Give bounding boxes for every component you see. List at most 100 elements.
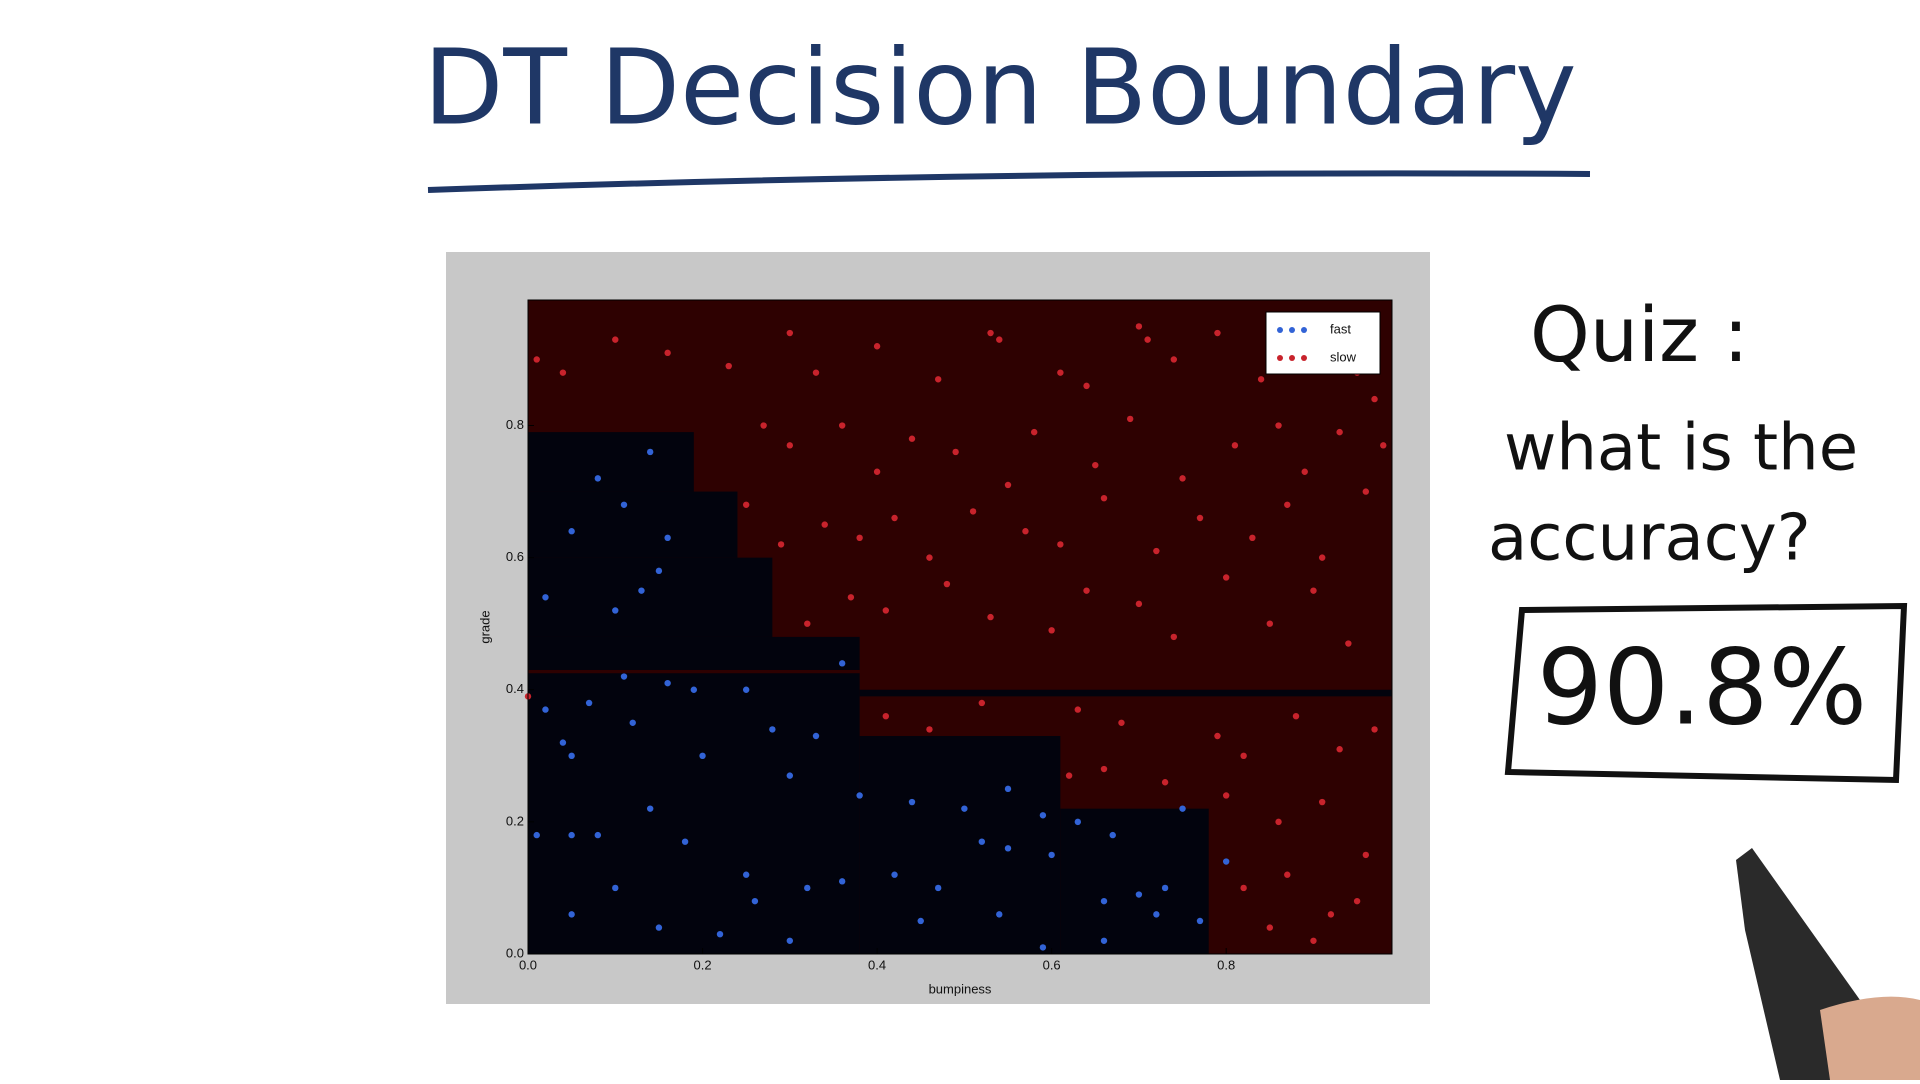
data-point: [969, 508, 977, 515]
data-point: [1275, 422, 1282, 429]
data-point: [533, 831, 540, 839]
data-point: [1022, 528, 1029, 535]
title-underline: [427, 170, 1591, 193]
data-point: [716, 930, 724, 938]
data-point: [1353, 897, 1361, 905]
x-tick-label: 0.6: [1043, 957, 1061, 972]
legend-box: [1265, 311, 1381, 375]
data-point: [1266, 620, 1274, 627]
data-point: [1135, 600, 1143, 608]
data-point: [1284, 871, 1291, 878]
data-point: [812, 369, 820, 376]
quiz-answer: 90.8%: [1537, 626, 1867, 748]
decision-region: [1060, 808, 1209, 954]
data-point: [812, 732, 820, 740]
data-point: [1100, 765, 1108, 773]
data-point: [1135, 891, 1143, 898]
quiz-line: what is the: [1504, 412, 1858, 486]
data-point: [1074, 818, 1082, 826]
data-point: [926, 554, 933, 561]
data-point: [1100, 937, 1108, 944]
data-point: [891, 514, 898, 522]
decision-region: [859, 689, 1392, 697]
data-point: [533, 356, 540, 363]
quiz-line: accuracy?: [1488, 502, 1811, 576]
data-point: [1371, 726, 1378, 733]
data-point: [620, 673, 628, 680]
data-point: [1336, 428, 1343, 436]
x-tick-label: 0.2: [694, 957, 712, 972]
decision-region: [528, 491, 738, 558]
data-point: [1135, 323, 1143, 330]
data-point: [612, 607, 619, 614]
data-point: [638, 587, 645, 594]
data-point: [1214, 732, 1221, 740]
decision-region: [528, 432, 694, 492]
plot: 0.0 0.2 0.4 0.6 0.8 0.0 0.2 0.4 0.6 0.8 bumpiness g…: [477, 299, 1393, 996]
y-tick-label: 0.6: [506, 549, 524, 564]
y-tick-label: 0.2: [506, 813, 524, 828]
data-point: [742, 871, 750, 878]
data-point: [1327, 911, 1335, 918]
decision-region: [859, 736, 1061, 954]
data-point: [1257, 376, 1265, 383]
data-point: [1109, 831, 1116, 839]
y-tick-label: 0.0: [506, 945, 524, 960]
data-point: [856, 792, 863, 799]
y-axis-label: grade: [477, 610, 492, 643]
data-point: [1153, 911, 1160, 918]
slide-title: DT Decision Boundary: [423, 26, 1576, 148]
data-point: [1065, 772, 1073, 779]
legend-marker: [1301, 327, 1307, 333]
data-point: [1057, 541, 1064, 548]
data-point: [978, 699, 986, 707]
data-point: [1222, 792, 1230, 799]
legend-label: slow: [1330, 349, 1357, 364]
decision-region: [528, 673, 860, 954]
data-point: [873, 343, 881, 350]
data-point: [760, 422, 767, 429]
data-point: [664, 534, 671, 542]
data-point: [961, 805, 968, 812]
data-point: [952, 448, 959, 456]
data-point: [1004, 845, 1012, 852]
data-point: [908, 798, 916, 806]
data-point: [1100, 494, 1108, 502]
data-point: [1275, 818, 1282, 826]
data-point: [1118, 719, 1125, 726]
data-point: [1048, 851, 1055, 859]
data-point: [1240, 752, 1247, 760]
data-point: [943, 580, 951, 588]
data-point: [542, 706, 549, 713]
y-tick-label: 0.8: [506, 417, 524, 432]
data-point: [655, 567, 663, 575]
data-point: [786, 937, 794, 944]
quiz-line: Quiz :: [1530, 290, 1749, 379]
legend-marker: [1277, 327, 1283, 333]
data-point: [699, 752, 706, 760]
data-point: [585, 699, 593, 707]
data-point: [1336, 746, 1343, 753]
data-point: [1266, 924, 1274, 931]
data-point: [786, 329, 794, 337]
data-point: [1048, 627, 1055, 634]
data-point: [1100, 897, 1108, 905]
decision-region: [528, 557, 773, 637]
data-point: [1161, 779, 1169, 786]
data-point: [1196, 514, 1204, 522]
data-point: [908, 435, 916, 442]
legend-marker: [1277, 355, 1283, 361]
data-point: [1153, 547, 1160, 555]
data-point: [934, 376, 942, 383]
data-point: [882, 607, 890, 614]
data-point: [926, 726, 933, 733]
data-point: [559, 739, 567, 746]
hand: [1820, 996, 1920, 1080]
data-point: [1371, 395, 1378, 403]
data-point: [1345, 640, 1352, 647]
data-point: [725, 362, 732, 370]
data-point: [1004, 785, 1012, 793]
data-point: [1292, 712, 1300, 720]
data-point: [1039, 812, 1047, 819]
x-axis-label: bumpiness: [929, 981, 992, 996]
